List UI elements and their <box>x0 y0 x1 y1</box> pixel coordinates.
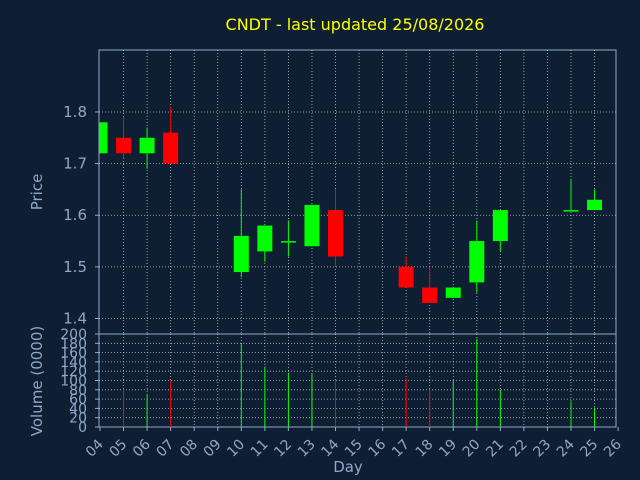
volume-tick-label: 80 <box>69 383 87 399</box>
candle-body <box>328 210 343 257</box>
day-tick-label: 08 <box>177 437 201 461</box>
day-tick-label: 04 <box>83 436 107 460</box>
day-tick-label: 05 <box>106 437 130 461</box>
candle-body <box>445 287 461 298</box>
price-tick-label: 1.5 <box>63 258 87 276</box>
volume-tick-label: 140 <box>60 355 87 371</box>
volume-tick-label: 20 <box>69 411 87 427</box>
day-axis-label: Day <box>333 458 363 476</box>
candle-body <box>257 225 273 252</box>
day-tick-label: 07 <box>154 437 178 461</box>
day-tick-label: 20 <box>460 437 484 461</box>
candle-body <box>139 137 155 154</box>
day-tick-label: 16 <box>366 436 390 460</box>
grid-lines <box>99 50 616 427</box>
volume-tick-label: 180 <box>60 336 87 352</box>
day-tick-label: 06 <box>130 436 154 460</box>
volume-tick-label: 100 <box>60 374 87 390</box>
price-axis-label: Price <box>28 174 46 211</box>
price-tick-label: 1.8 <box>63 103 87 121</box>
day-tick-label: 23 <box>530 437 554 461</box>
candle-body <box>398 266 414 288</box>
candle-body <box>563 210 579 212</box>
volume-bars-layer <box>123 338 596 427</box>
day-tick-label: 24 <box>554 436 578 460</box>
candles-layer <box>99 106 603 304</box>
candle-body <box>422 287 438 304</box>
candle-body <box>587 199 603 211</box>
day-tick-label: 21 <box>483 437 507 461</box>
volume-tick-label: 120 <box>60 364 87 380</box>
day-tick-label: 26 <box>601 436 625 460</box>
candle-body <box>469 241 485 283</box>
price-tick-label: 1.4 <box>63 310 87 328</box>
day-tick-label: 22 <box>507 437 531 461</box>
day-tick-label: 19 <box>436 437 460 461</box>
day-tick-label: 15 <box>342 437 366 461</box>
volume-tick-label: 60 <box>69 392 87 408</box>
chart-title: CNDT - last updated 25/08/2026 <box>226 15 485 34</box>
volume-tick-label: 160 <box>60 346 87 362</box>
volume-tick-label: 200 <box>60 327 87 343</box>
candle-body <box>304 204 320 247</box>
candle-body <box>100 122 108 154</box>
price-panel-frame <box>98 49 617 335</box>
price-tick-label: 1.6 <box>63 206 87 224</box>
candle-body <box>280 241 296 243</box>
day-tick-label: 17 <box>389 437 413 461</box>
volume-axis-label: Volume (0000) <box>28 326 46 436</box>
day-tick-label: 10 <box>224 437 248 461</box>
day-tick-label: 11 <box>248 437 272 461</box>
candle-body <box>116 137 132 154</box>
day-axis-ticks: 04 05 06 07 08 09 10 11 12 13 14 15 16 17 18 19 20 21 22 23… <box>83 427 625 460</box>
candle-body <box>233 235 249 273</box>
day-tick-label: 18 <box>413 437 437 461</box>
volume-tick-label: 40 <box>69 401 87 417</box>
day-tick-label: 25 <box>577 437 601 461</box>
day-tick-label: 12 <box>271 437 295 461</box>
day-tick-label: 09 <box>201 437 225 461</box>
volume-tick-label: 0 <box>78 420 87 436</box>
candle-body <box>492 210 508 242</box>
candle-body <box>163 132 179 164</box>
price-axis-ticks: 1.4 1.5 1.6 1.7 1.8 <box>63 103 99 328</box>
day-tick-label: 14 <box>318 436 342 460</box>
day-tick-label: 13 <box>295 437 319 461</box>
price-tick-label: 1.7 <box>63 155 87 173</box>
